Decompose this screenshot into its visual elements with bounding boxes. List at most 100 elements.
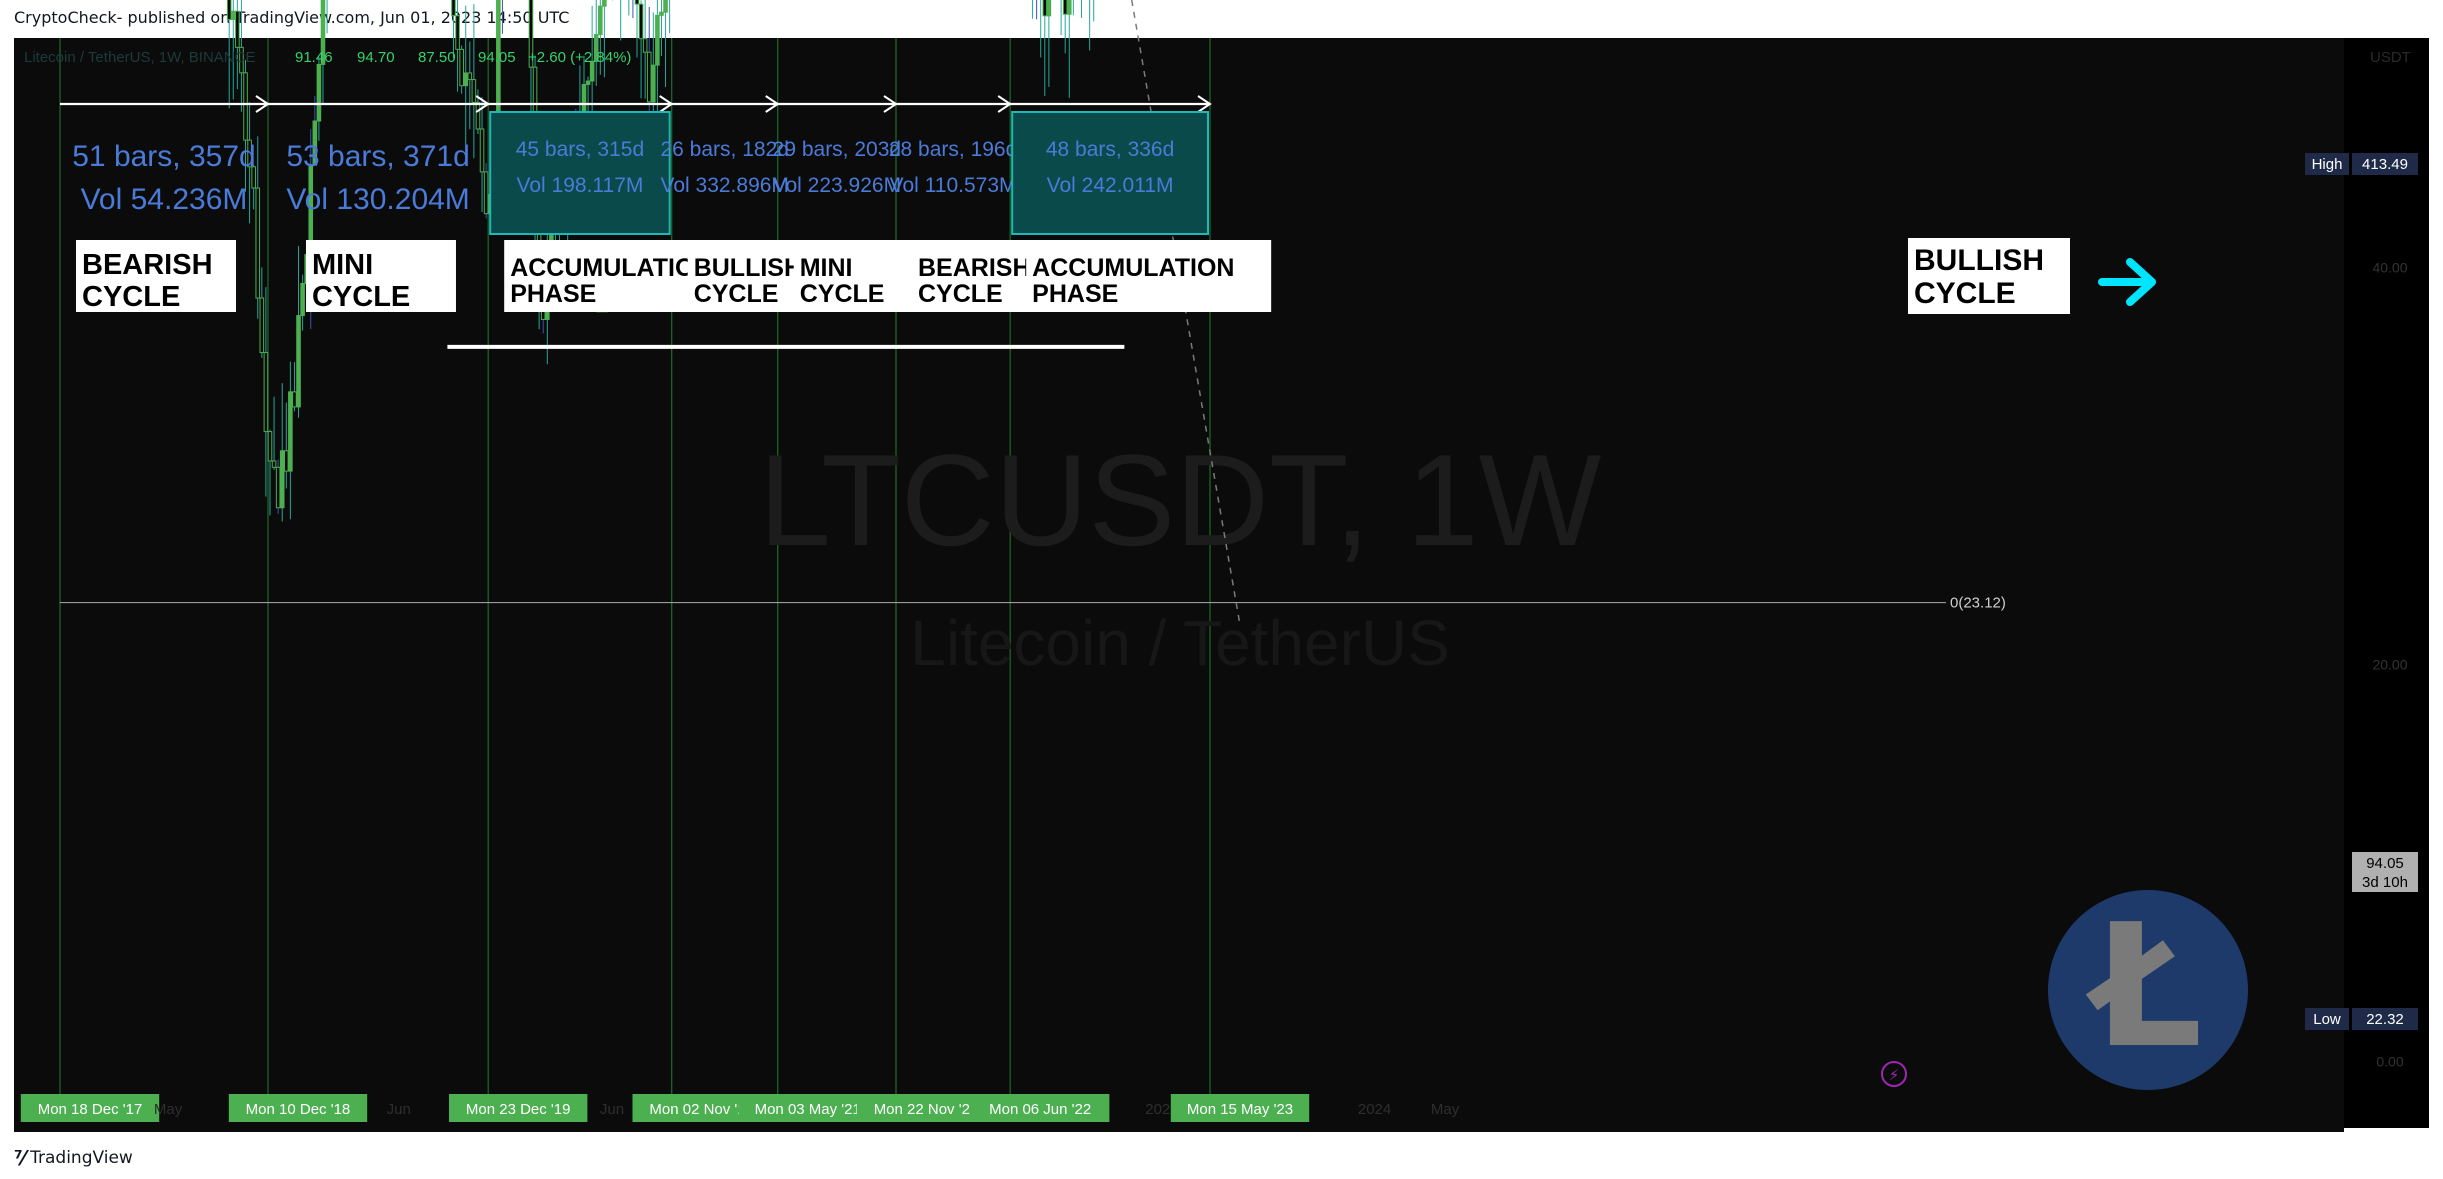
candle-body — [597, 5, 603, 36]
cycle-label-box[interactable] — [305, 240, 456, 312]
x-axis-date-badge — [228, 1094, 368, 1122]
footer-brand: TradingView — [30, 1148, 133, 1168]
candle-body — [602, 0, 607, 7]
candle-body — [296, 315, 301, 408]
cycle-bars-text: 28 bars, 196d — [889, 138, 1017, 161]
candle-body — [230, 10, 236, 21]
arrow-head-icon — [1197, 95, 1212, 113]
cycle-label-box[interactable] — [76, 240, 236, 312]
cycle-bars-text: 48 bars, 336d — [1046, 138, 1174, 161]
candle-body — [251, 166, 256, 189]
cycle-volume-text: Vol 223.926M — [773, 174, 901, 197]
candle-body — [459, 48, 464, 87]
x-axis-date-label: Mon 03 May '21 — [755, 1101, 861, 1118]
candle-body — [483, 171, 489, 215]
x-axis-tick-label: 2024 — [1358, 1101, 1391, 1118]
high-badge-value: 413.49 — [2362, 156, 2408, 173]
candle-body — [634, 0, 640, 5]
next-cycle-label-box[interactable] — [1908, 238, 2070, 314]
candle-body — [593, 34, 599, 62]
cycle-bars-text: 45 bars, 315d — [516, 138, 644, 161]
cycle-label-line2: CYCLE — [800, 280, 885, 308]
cycle-volume-text: Vol 198.117M — [517, 174, 644, 197]
candle-body — [320, 0, 326, 65]
candle-body — [1046, 0, 1052, 17]
low-badge-label: Low — [2313, 1011, 2341, 1028]
cycle-stats-box — [489, 111, 671, 235]
cycle-label-line1: MINI — [312, 249, 373, 281]
x-axis-tick-label: May — [1431, 1101, 1460, 1118]
cycle-bars-text: 26 bars, 182d — [660, 138, 788, 161]
cycle-label-line2: CYCLE — [312, 281, 410, 313]
y-tick-label: 20.00 — [2372, 657, 2407, 673]
cycle-volume-text: Vol 110.573M — [890, 174, 1017, 197]
cycle-volume-text: Vol 332.896M — [660, 174, 788, 197]
candle-body — [451, 0, 456, 17]
flash-event-glyph: ⚡ — [1889, 1066, 1900, 1084]
fib-level-label: 0(23.12) — [1950, 595, 2006, 612]
next-cycle-line1: BULLISH — [1914, 244, 2044, 277]
bullish-arrow-icon — [2098, 258, 2156, 306]
ohlc-high: 94.70 — [357, 49, 395, 66]
candle-body — [528, 0, 534, 68]
candle-body — [267, 431, 273, 462]
cycle-label-line1: BULLISH — [694, 254, 802, 282]
candle-body — [275, 466, 281, 509]
candle-body — [235, 10, 240, 48]
cycle-label-line2: PHASE — [1032, 280, 1118, 308]
candle-body — [659, 11, 664, 16]
candle-body — [638, 3, 644, 40]
cycle-label-line2: CYCLE — [82, 281, 180, 313]
candle-body — [226, 0, 232, 21]
cycle-label-line1: BEARISH — [82, 249, 213, 281]
current-price-badge-bg — [2352, 852, 2418, 892]
cycle-volume-text: Vol 130.204M — [286, 183, 469, 216]
high-badge-label: High — [2312, 156, 2343, 173]
flash-event-icon[interactable] — [1881, 1061, 1907, 1087]
watermark-sub: Litecoin / TetherUS — [910, 607, 1450, 679]
x-axis-date-badge — [738, 1094, 877, 1122]
low-badge-label-bg — [2305, 1008, 2349, 1030]
ltc-weekly-chart[interactable]: LTCUSDT, 1W Litecoin / TetherUS 0.786(29… — [0, 0, 2443, 1140]
candle-body — [239, 46, 244, 74]
litecoin-logo-glyph: Ł — [2085, 888, 2202, 1086]
candle-body — [475, 101, 481, 130]
x-axis-date-badge — [1170, 1094, 1310, 1122]
candle-body — [247, 139, 252, 168]
candle-body — [467, 72, 473, 81]
cycle-bars-text: 53 bars, 371d — [286, 140, 469, 173]
candle-body — [471, 79, 477, 103]
ohlc-change: +2.60 (+2.84%) — [528, 49, 631, 66]
candle-body — [1066, 0, 1072, 15]
candle-body — [259, 297, 265, 354]
arrow-head-icon — [765, 95, 780, 113]
cycle-label-box[interactable] — [1026, 240, 1272, 312]
x-axis-date-label: Mon 22 Nov '21 — [874, 1101, 979, 1118]
low-badge-value-bg — [2352, 1008, 2418, 1030]
x-axis-date-label: Mon 06 Jun '22 — [989, 1101, 1091, 1118]
candle-body — [585, 80, 591, 85]
axis-currency: USDT — [2370, 49, 2411, 66]
high-badge-value-bg — [2352, 153, 2418, 175]
x-axis-tick-label: Jun — [600, 1101, 624, 1118]
symbol-name[interactable]: Litecoin / TetherUS, 1W, BINANCE — [24, 49, 255, 66]
x-axis-date-badge — [448, 1094, 588, 1122]
current-price-value: 94.05 — [2366, 855, 2404, 872]
candle-body — [279, 450, 285, 509]
high-badge-label-bg — [2305, 153, 2349, 175]
tradingview-footer[interactable]: ⁷⁄ TradingView — [14, 1146, 133, 1170]
x-axis-date-badge — [970, 1094, 1110, 1122]
candle-body — [651, 64, 656, 103]
cycle-label-line2: PHASE — [510, 280, 596, 308]
x-axis-date-label: Mon 18 Dec '17 — [38, 1101, 143, 1118]
watermark-main: LTCUSDT, 1W — [759, 427, 1602, 573]
candle-body — [300, 282, 305, 317]
litecoin-logo-icon — [2048, 890, 2248, 1090]
x-axis-date-label: Mon 23 Dec '19 — [466, 1101, 571, 1118]
x-axis-tick-label: May — [154, 1101, 183, 1118]
candle-body — [646, 51, 652, 103]
candle-body — [271, 460, 277, 468]
cycle-bars-text: 29 bars, 203d — [773, 138, 901, 161]
candle-body — [312, 120, 318, 166]
x-axis-tick-label: 2023 — [1145, 1101, 1178, 1118]
